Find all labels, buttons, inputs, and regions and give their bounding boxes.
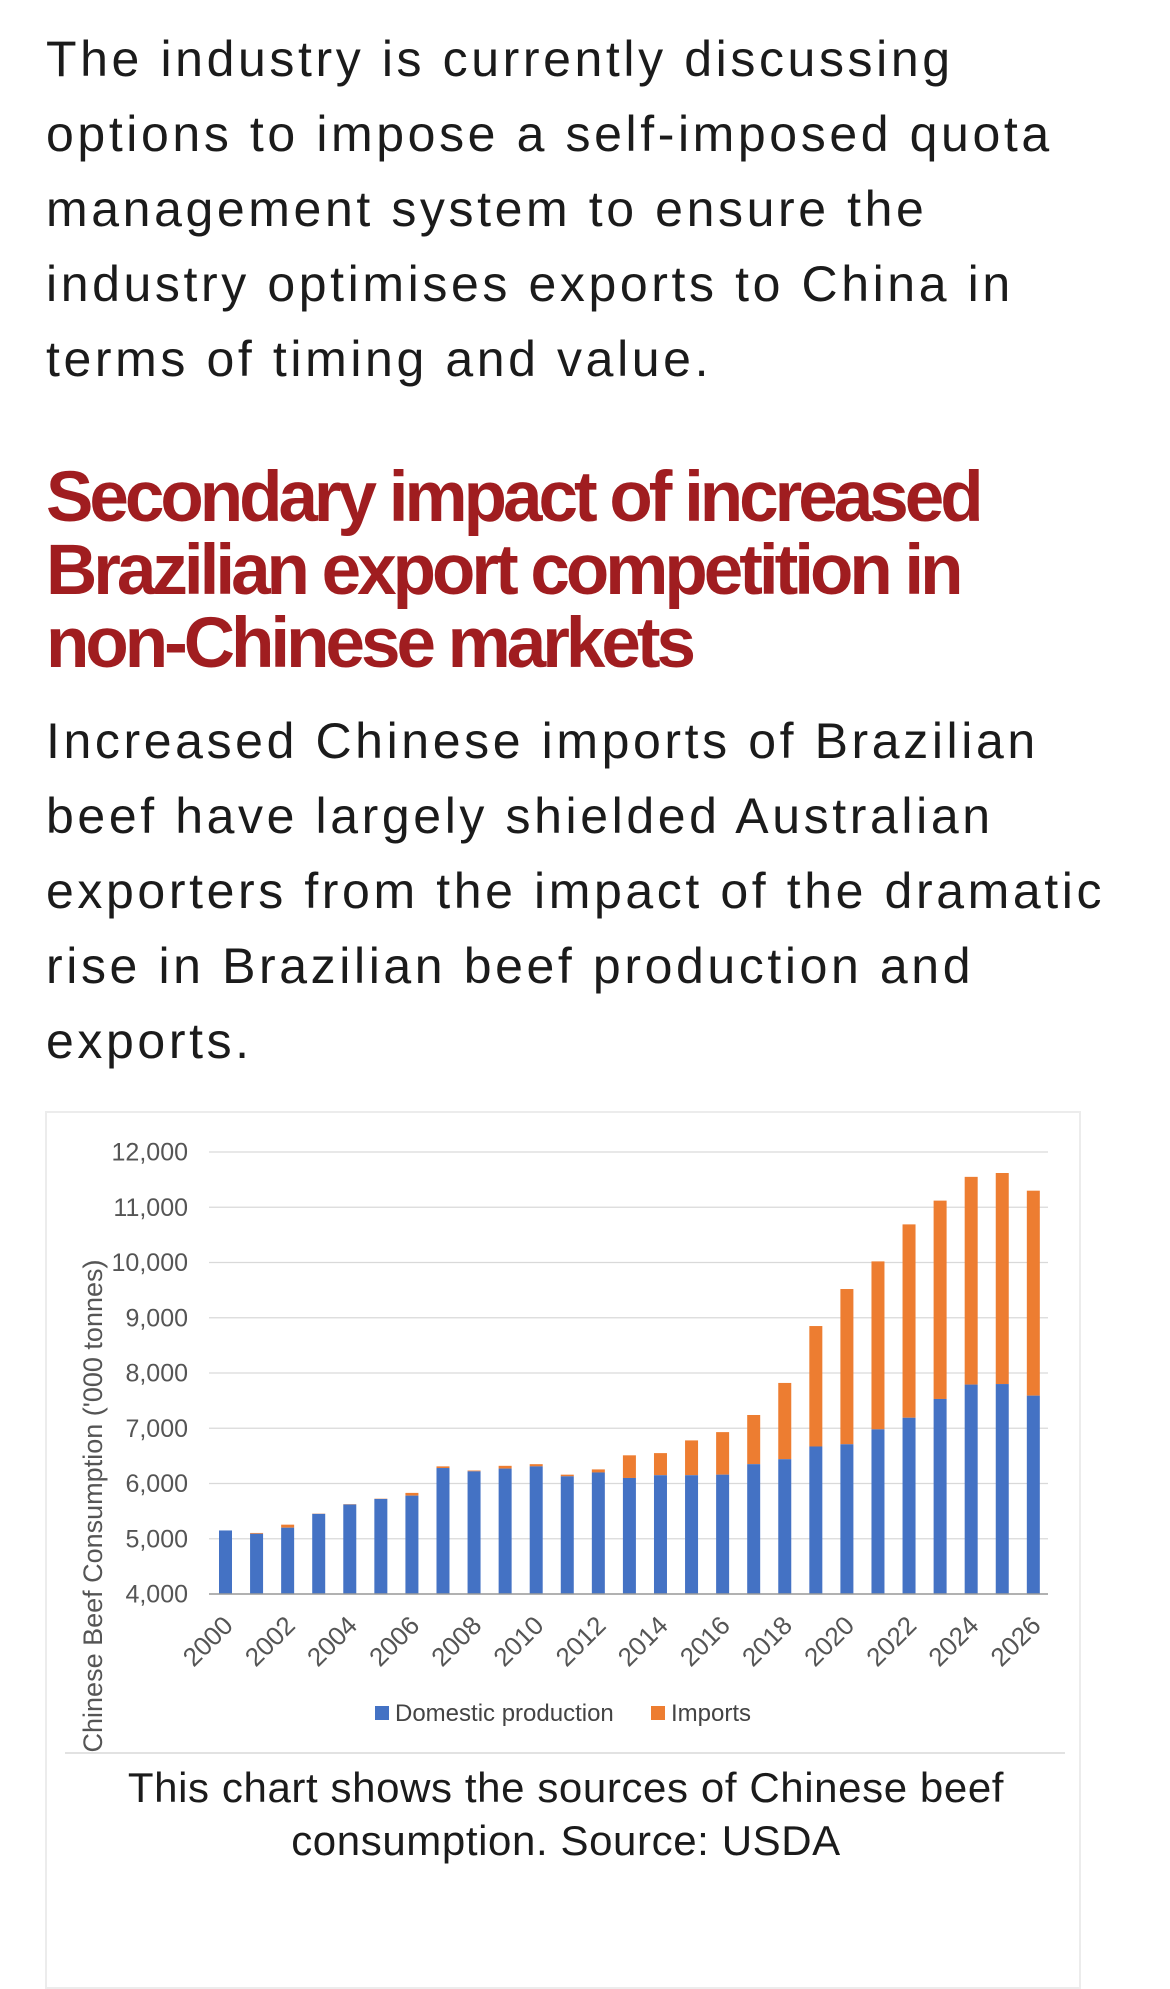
svg-text:2022: 2022 xyxy=(860,1610,922,1672)
svg-text:2002: 2002 xyxy=(239,1610,301,1672)
svg-text:11,000: 11,000 xyxy=(113,1194,188,1222)
svg-text:2006: 2006 xyxy=(363,1610,425,1672)
svg-text:2010: 2010 xyxy=(487,1610,549,1672)
svg-text:2026: 2026 xyxy=(984,1610,1046,1672)
svg-text:12,000: 12,000 xyxy=(112,1139,188,1167)
svg-text:2004: 2004 xyxy=(301,1610,363,1672)
svg-text:2012: 2012 xyxy=(549,1610,611,1672)
svg-text:Imports: Imports xyxy=(671,1700,751,1727)
svg-text:2020: 2020 xyxy=(798,1610,860,1672)
svg-text:10,000: 10,000 xyxy=(112,1249,188,1277)
svg-text:8,000: 8,000 xyxy=(125,1360,188,1388)
svg-text:2024: 2024 xyxy=(922,1610,984,1672)
svg-text:2018: 2018 xyxy=(736,1610,798,1672)
svg-text:2008: 2008 xyxy=(425,1610,487,1672)
svg-text:4,000: 4,000 xyxy=(125,1581,188,1609)
svg-text:2000: 2000 xyxy=(177,1610,239,1672)
svg-text:5,000: 5,000 xyxy=(125,1525,188,1553)
svg-text:2016: 2016 xyxy=(674,1610,736,1672)
svg-text:2014: 2014 xyxy=(612,1610,674,1672)
svg-text:Domestic production: Domestic production xyxy=(395,1700,614,1727)
svg-text:6,000: 6,000 xyxy=(125,1470,188,1498)
svg-text:9,000: 9,000 xyxy=(125,1304,188,1332)
svg-text:7,000: 7,000 xyxy=(125,1415,188,1443)
svg-text:Chinese Beef Consumption ('000: Chinese Beef Consumption ('000 tonnes) xyxy=(78,1260,108,1753)
